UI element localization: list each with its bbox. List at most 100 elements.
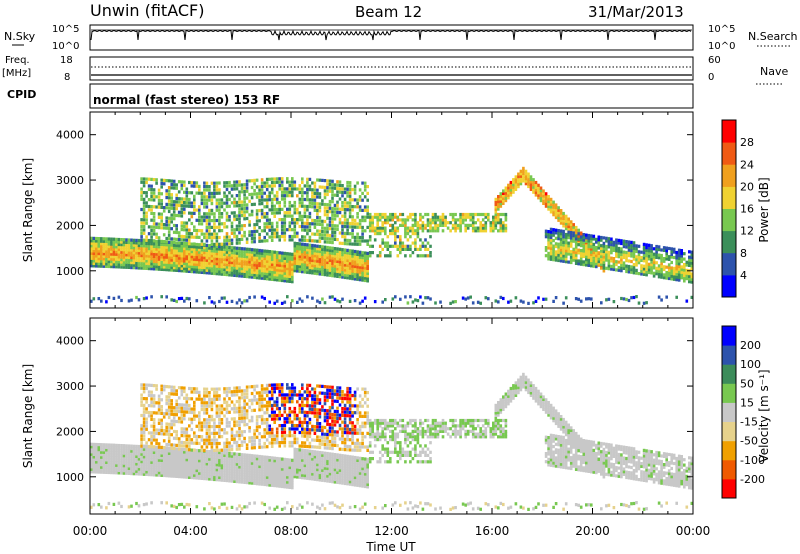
power-cell: [157, 205, 161, 209]
velocity-cell: [200, 454, 204, 458]
power-cell: [301, 177, 304, 181]
power-cell: [331, 206, 334, 211]
power-cell: [549, 207, 553, 211]
power-cell: [552, 252, 555, 256]
power-cell: [253, 265, 256, 269]
power-cell: [559, 259, 563, 263]
power-cell: [215, 198, 219, 202]
velocity-cell: [188, 460, 191, 464]
power-cell: [547, 202, 550, 206]
power-cell: [459, 223, 462, 227]
power-cell: [172, 217, 176, 221]
power-cell: [223, 247, 226, 251]
power-cell: [645, 246, 648, 250]
power-cell: [110, 265, 113, 269]
power-cell: [494, 202, 498, 206]
velocity-cell: [170, 405, 173, 410]
power-cell: [358, 198, 362, 202]
power-cell: [223, 242, 226, 246]
velocity-cell: [170, 467, 173, 471]
velocity-cell: [150, 445, 153, 449]
power-cell: [316, 252, 319, 256]
power-cell: [343, 238, 347, 242]
power-cell: [499, 202, 503, 206]
velocity-cell: [175, 452, 178, 456]
power-cell: [213, 225, 216, 229]
power-cell: [220, 296, 224, 300]
power-cell: [389, 223, 392, 227]
power-cell: [429, 244, 432, 248]
power-cell: [587, 255, 591, 259]
power-cell: [280, 276, 284, 280]
power-cell: [605, 255, 608, 259]
power-cell: [630, 265, 633, 269]
power-cell: [298, 247, 302, 251]
power-cell: [140, 235, 143, 239]
velocity-cell: [200, 397, 204, 401]
velocity-cell: [122, 464, 126, 468]
power-cell: [225, 245, 229, 249]
velocity-cell: [90, 442, 93, 446]
power-cell: [233, 261, 236, 265]
velocity-cell: [145, 462, 148, 466]
power-cell: [404, 295, 407, 299]
power-cell: [198, 191, 201, 195]
power-cell: [137, 266, 141, 270]
velocity-cell: [150, 383, 153, 387]
power-cell: [248, 220, 251, 224]
power-cell: [203, 191, 206, 195]
velocity-cell: [175, 430, 178, 434]
power-cell: [569, 255, 573, 259]
power-cell: [346, 242, 349, 246]
power-cell: [177, 231, 181, 235]
power-cell: [288, 180, 292, 184]
power-cell: [620, 260, 623, 265]
power-cell: [218, 205, 221, 209]
power-cell: [587, 236, 591, 240]
power-cell: [291, 257, 294, 261]
power-cell: [177, 264, 181, 268]
power-cell: [401, 244, 405, 248]
power-cell: [147, 177, 151, 181]
power-cell: [170, 268, 173, 272]
power-cell: [582, 260, 586, 264]
power-cell: [250, 196, 254, 200]
power-cell: [421, 226, 425, 230]
power-cell: [564, 224, 568, 228]
power-cell: [376, 226, 379, 230]
velocity-cell: [213, 397, 216, 401]
power-cell: [283, 231, 287, 235]
velocity-cell: [167, 415, 171, 420]
power-cell: [160, 242, 163, 246]
power-cell: [213, 256, 216, 261]
velocity-cell: [167, 426, 171, 430]
colorbar-swatch: [722, 186, 736, 209]
velocity-cell: [170, 399, 173, 403]
power-cell: [574, 240, 578, 244]
power-cell: [356, 222, 359, 226]
power-cell: [230, 246, 234, 250]
velocity-cell: [218, 458, 221, 462]
power-cell: [238, 204, 241, 208]
velocity-cell: [167, 456, 171, 460]
power-cell: [564, 214, 568, 218]
velocity-cell: [193, 417, 196, 421]
power-cell: [107, 259, 111, 264]
power-cell: [97, 264, 101, 268]
power-cell: [132, 256, 136, 260]
power-cell: [240, 264, 244, 268]
power-cell: [522, 176, 525, 180]
velocity-cell: [183, 467, 186, 472]
power-cell: [311, 296, 314, 300]
velocity-cell: [160, 451, 163, 455]
power-cell: [160, 247, 163, 251]
power-cell: [394, 212, 397, 217]
power-cell: [562, 301, 565, 305]
velocity-cell: [150, 501, 153, 505]
power-cell: [341, 265, 344, 269]
power-cell: [165, 206, 168, 210]
velocity-cell: [147, 463, 151, 467]
power-cell: [228, 263, 231, 267]
velocity-cell: [172, 469, 176, 473]
power-cell: [270, 184, 274, 188]
